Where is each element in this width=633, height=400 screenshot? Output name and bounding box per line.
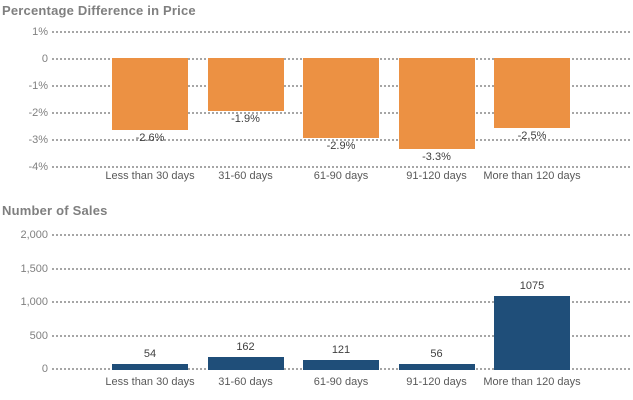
category-label: Less than 30 days [105, 376, 195, 388]
y-tick-label: -1% [28, 80, 48, 92]
bar-value-label: -2.9% [326, 140, 356, 153]
gridline [52, 139, 631, 141]
bar [398, 364, 475, 370]
bar [494, 295, 570, 370]
bar [303, 359, 379, 370]
gridline [52, 166, 631, 168]
y-tick-label: 1,000 [20, 296, 48, 308]
bar-value-label: 1075 [519, 279, 545, 292]
category-label: 61-90 days [313, 170, 369, 182]
bar-value-label: 121 [331, 343, 351, 356]
category-label: More than 120 days [483, 376, 581, 388]
bar [398, 58, 475, 150]
y-tick-label: 1,500 [20, 262, 48, 275]
y-tick-label: -2% [28, 107, 48, 119]
category-label: 61-90 days [313, 376, 369, 388]
bar [207, 357, 284, 370]
bar-value-label: -1.9% [231, 113, 260, 126]
gridline [52, 234, 631, 236]
category-label: 91-120 days [406, 376, 467, 388]
gridline [52, 334, 631, 337]
bar-value-label: -2.5% [517, 129, 547, 142]
y-tick-label: 2,000 [20, 229, 48, 241]
chart-title: Percentage Difference in Price [2, 3, 196, 18]
bar [112, 58, 188, 131]
y-tick-label: 1% [32, 26, 48, 38]
category-label: More than 120 days [483, 170, 581, 182]
y-tick-label: -4% [28, 161, 48, 173]
category-label: 31-60 days [218, 376, 273, 388]
gridline [52, 301, 631, 303]
gridline [52, 31, 631, 33]
category-label: 31-60 days [218, 170, 273, 182]
bar [494, 58, 570, 128]
category-label: 91-120 days [406, 170, 467, 182]
y-tick-label: 0 [41, 363, 48, 375]
y-tick-label: -3% [28, 134, 48, 146]
plot-area-number-of-sales: 2,000 1,500 1,000 500 0 54 Less than 30 days 16… [0, 225, 633, 395]
chart-title: Number of Sales [2, 203, 108, 218]
category-label: Less than 30 days [105, 170, 195, 182]
bar [207, 58, 284, 112]
y-tick-label: 500 [29, 329, 48, 342]
bar [303, 58, 379, 139]
bar-value-label: 54 [143, 348, 157, 361]
bar-value-label: 162 [236, 341, 255, 354]
bar [112, 364, 188, 370]
gridline [52, 267, 631, 270]
bar-value-label: -2.6% [135, 132, 165, 145]
bar-value-label: -3.3% [422, 151, 451, 164]
plot-area-percentage-difference: 1% 0 -1% -2% -3% -4% -2.6% Less than 30 days -1.… [0, 24, 633, 194]
bar-value-label: 56 [430, 348, 443, 361]
y-tick-label: 0 [41, 53, 48, 65]
